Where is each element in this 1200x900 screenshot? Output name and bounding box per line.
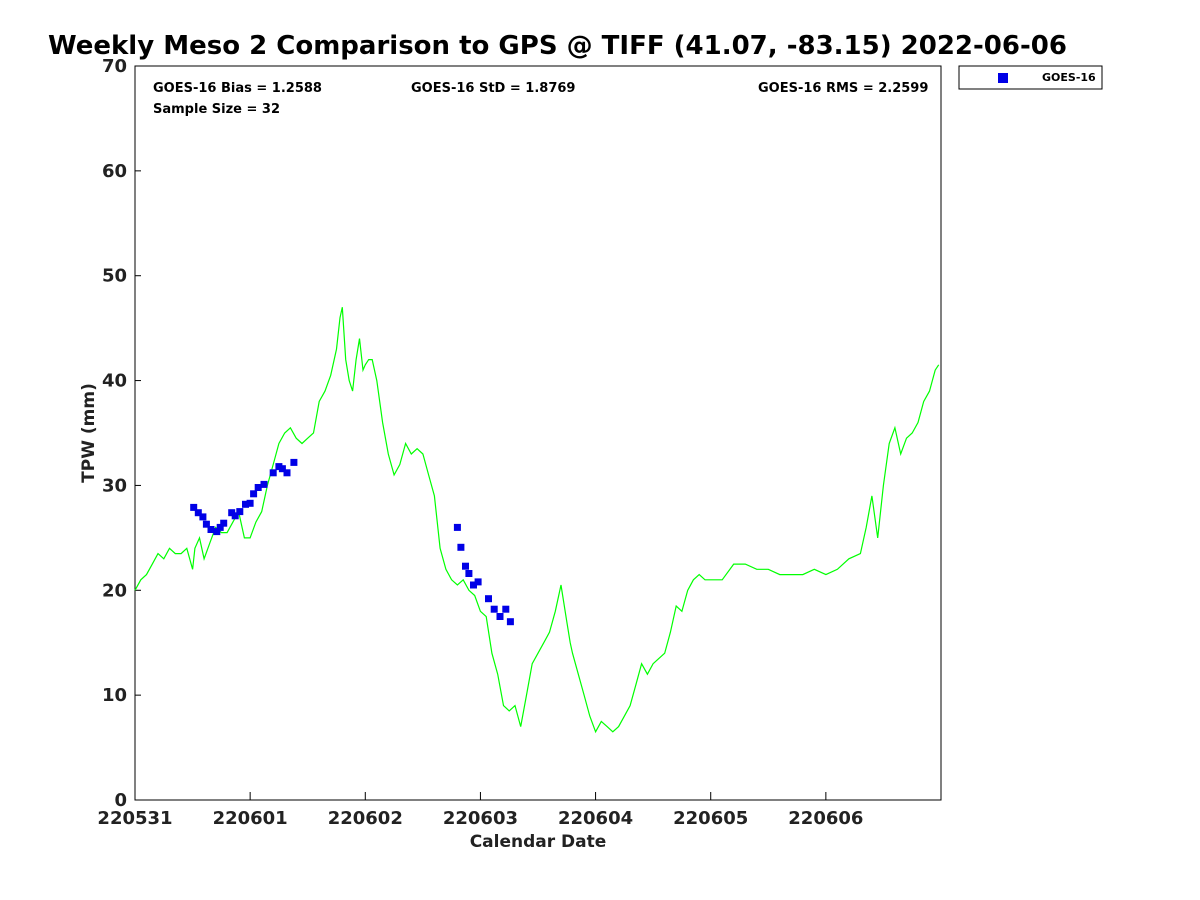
chart-title: Weekly Meso 2 Comparison to GPS @ TIFF (…: [48, 31, 1067, 61]
x-tick-label: 220605: [673, 808, 748, 829]
goes16-point: [246, 499, 254, 507]
gps-tpw-line: [134, 307, 940, 734]
std-stat: GOES-16 StD = 1.8769: [411, 81, 575, 96]
goes16-point: [283, 469, 291, 477]
plot-frame: [134, 65, 942, 801]
sample-size-stat: Sample Size = 32: [153, 102, 280, 117]
legend: GOES-16: [958, 65, 1103, 90]
goes16-point: [269, 469, 277, 477]
goes16-point: [462, 562, 469, 570]
x-tick-label: 220531: [97, 808, 172, 829]
x-tick-label: 220601: [213, 808, 288, 829]
x-axis: 220531 220601 220602 220603 220604 220605 2206…: [97, 792, 863, 829]
y-tick-label: 60: [102, 161, 127, 182]
x-tick-label: 220603: [443, 808, 518, 829]
goes16-point: [506, 618, 514, 626]
x-tick-label: 220604: [558, 808, 633, 829]
goes16-point: [216, 523, 224, 531]
y-tick-label: 40: [102, 371, 127, 392]
goes16-point: [290, 458, 298, 466]
legend-label-goes16: GOES-16: [1042, 71, 1096, 84]
goes16-point: [213, 528, 221, 536]
goes16-point: [207, 526, 215, 533]
y-tick-label: 20: [102, 580, 127, 601]
y-axis-label: TPW (mm): [79, 383, 99, 483]
goes16-point: [220, 519, 228, 527]
goes16-point: [190, 503, 198, 511]
goes16-point: [490, 605, 498, 613]
goes16-point: [199, 513, 207, 521]
goes16-point: [254, 484, 262, 491]
axes: [134, 65, 942, 801]
x-axis-label: Calendar Date: [470, 832, 607, 852]
goes16-point: [496, 613, 504, 620]
goes16-point: [278, 465, 286, 473]
goes16-point: [470, 581, 477, 589]
y-axis: 0 10 20 30 40 50 60 70: [102, 56, 141, 811]
legend-marker-goes16: [998, 73, 1008, 83]
goes16-point: [474, 578, 482, 586]
series-layer: [134, 307, 940, 734]
x-tick-label: 220606: [788, 808, 863, 829]
y-tick-label: 0: [114, 790, 127, 811]
goes16-point: [260, 480, 268, 488]
x-tick-label: 220602: [328, 808, 403, 829]
legend-box: [958, 65, 1103, 90]
rms-stat: GOES-16 RMS = 2.2599: [758, 81, 928, 96]
goes16-point: [242, 500, 249, 508]
goes16-point: [202, 520, 210, 528]
y-tick-label: 10: [102, 685, 127, 706]
y-tick-label: 70: [102, 56, 127, 77]
y-tick-label: 30: [102, 475, 127, 496]
bias-stat: GOES-16 Bias = 1.2588: [153, 81, 322, 96]
goes16-point: [485, 595, 492, 603]
goes16-point: [194, 509, 202, 517]
y-tick-label: 50: [102, 266, 127, 287]
goes16-point: [236, 508, 244, 516]
goes16-point: [465, 570, 473, 577]
goes16-point: [250, 490, 258, 498]
goes16-point: [231, 512, 239, 520]
goes16-point: [457, 543, 465, 551]
goes16-point: [453, 523, 461, 531]
goes16-point: [502, 605, 510, 613]
